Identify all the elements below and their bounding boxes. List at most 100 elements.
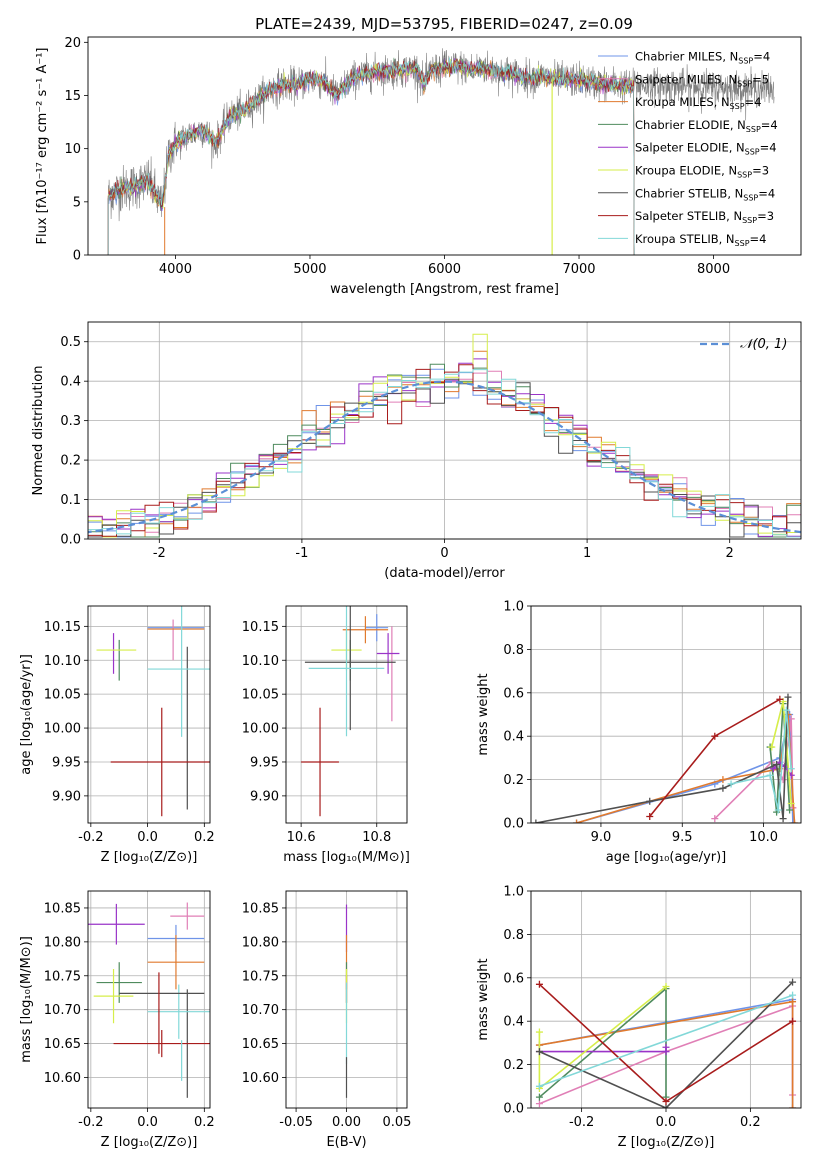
y-tick-label: 0.4 xyxy=(503,730,524,745)
y-axis-label: mass weight xyxy=(476,958,491,1040)
x-tick-label: 10.0 xyxy=(749,830,778,845)
axes-frame xyxy=(530,605,802,824)
plot-area xyxy=(107,48,775,255)
weight-marker xyxy=(789,819,797,823)
legend-label: Salpeter STELIB, NSSP=3 xyxy=(635,209,774,225)
errorbar-salpeter-elodie xyxy=(376,633,400,674)
y-tick-label: 1.0 xyxy=(503,885,524,900)
weight-marker xyxy=(768,743,776,751)
x-tick-label: 0.2 xyxy=(194,1115,215,1130)
frame-layer: -0.2 0.0 0.2 0.0 0.2 0.4 0.6 0.8 1.0 Z [log₁₀(Z/Z… xyxy=(476,885,802,1150)
legend-text: Chabrier STELIB, N xyxy=(635,186,743,200)
weight-marker xyxy=(662,1043,670,1051)
x-tick-label: 9.5 xyxy=(672,830,693,845)
weight-line xyxy=(576,714,794,823)
weight-marker xyxy=(786,806,794,814)
frame-layer: 9.0 9.5 10.0 0.0 0.2 0.4 0.6 0.8 1.0 age [log₁₀(a… xyxy=(476,600,802,865)
axes-frame xyxy=(87,890,211,1109)
errorbar-kroupa-miles xyxy=(147,935,205,990)
y-tick-label: 0.4 xyxy=(60,375,81,390)
y-tick-label: 10.65 xyxy=(44,1037,81,1052)
legend-value: =4 xyxy=(753,50,770,64)
legend-text: Salpeter STELIB, N xyxy=(635,209,742,223)
panel-age_vs_mass: 10.6 10.8 9.90 9.95 10.00 10.05 10.10 10.15 mass… xyxy=(242,605,410,865)
y-tick-label: 10 xyxy=(64,142,81,157)
y-tick-label: 10.80 xyxy=(242,935,279,950)
x-tick-label: 0.0 xyxy=(656,1115,677,1130)
y-tick-label: 9.90 xyxy=(52,789,81,804)
weight-marker xyxy=(532,819,540,823)
legend-value: =4 xyxy=(758,186,775,200)
y-tick-label: 10.60 xyxy=(242,1071,279,1086)
errorbar-chabrier-stelib xyxy=(304,606,396,731)
y-tick-label: 10.70 xyxy=(242,1003,279,1018)
y-tick-label: 10.85 xyxy=(44,901,81,916)
x-tick-label: 2 xyxy=(726,546,734,561)
y-tick-label: 0.0 xyxy=(60,533,81,548)
legend-value: =3 xyxy=(757,209,774,223)
legend-subscript: SSP xyxy=(730,102,745,111)
weight-marker xyxy=(646,797,654,805)
y-tick-label: 0.8 xyxy=(503,928,524,943)
y-axis-label: Normed distribution xyxy=(31,366,46,496)
weight-marker xyxy=(784,693,792,701)
y-tick-label: 0.6 xyxy=(503,971,524,986)
plot-area xyxy=(96,606,210,817)
weight-marker xyxy=(790,819,798,823)
x-tick-label: 10.8 xyxy=(362,830,391,845)
x-tick-label: 0.00 xyxy=(332,1115,361,1130)
weight-marker xyxy=(776,695,784,703)
x-axis-label: mass [log₁₀(M/M⊙)] xyxy=(283,850,410,865)
axes-frame xyxy=(285,890,408,1109)
x-axis-label: (data-model)/error xyxy=(384,566,505,581)
y-tick-label: 0.2 xyxy=(503,773,524,788)
y-tick-label: 20 xyxy=(64,36,81,51)
y-tick-label: 0 xyxy=(73,249,81,264)
legend-subscript: SSP xyxy=(735,239,750,248)
legend-text: Kroupa ELODIE, N xyxy=(635,164,737,178)
y-tick-label: 10.60 xyxy=(44,1071,81,1086)
y-tick-label: 9.90 xyxy=(250,789,279,804)
y-tick-label: 0.4 xyxy=(503,1015,524,1030)
x-axis-label: age [log₁₀(age/yr)] xyxy=(606,850,727,865)
weight-marker xyxy=(787,799,795,807)
frame-layer: 10.6 10.8 9.90 9.95 10.00 10.05 10.10 10.15 mass… xyxy=(242,605,410,865)
errorbar-kroupa-stelib xyxy=(308,606,385,737)
x-tick-label: 4000 xyxy=(159,262,192,277)
weight-marker xyxy=(535,1048,543,1056)
model-line-kroupa-stelib xyxy=(107,57,635,255)
weight-marker xyxy=(779,815,787,823)
panel-mass_vs_Z: -0.2 0.0 0.2 10.60 10.65 10.70 10.75 10.80 10.85… xyxy=(19,890,215,1150)
x-tick-label: 5000 xyxy=(293,262,326,277)
weight-marker xyxy=(787,765,795,773)
weight-marker xyxy=(727,780,735,788)
axes-frame xyxy=(530,890,802,1109)
panel-weight_vs_age: 9.0 9.5 10.0 0.0 0.2 0.4 0.6 0.8 1.0 age [log₁₀(a… xyxy=(476,600,802,865)
legend-value: =4 xyxy=(750,232,767,246)
figure-title: PLATE=2439, MJD=53795, FIBERID=0247, z=0… xyxy=(255,15,633,33)
legend-subscript: SSP xyxy=(742,216,757,225)
legend-text: Salpeter MILES, N xyxy=(635,72,737,86)
y-tick-label: 10.75 xyxy=(242,969,279,984)
axes-frame xyxy=(285,605,408,824)
x-axis-label: Z [log₁₀(Z/Z⊙)] xyxy=(101,1135,198,1150)
y-tick-label: 10.05 xyxy=(242,688,279,703)
x-tick-label: 1 xyxy=(583,546,591,561)
frame-layer: -0.2 0.0 0.2 9.90 9.95 10.00 10.05 10.10 10.15 Z … xyxy=(19,605,215,865)
legend-value: =4 xyxy=(745,95,762,109)
weight-marker xyxy=(789,1104,797,1108)
y-axis-label: mass weight xyxy=(476,673,491,755)
y-axis-label: age [log₁₀(age/yr)] xyxy=(19,654,34,775)
x-tick-label: -1 xyxy=(295,546,308,561)
x-tick-label: 8000 xyxy=(697,262,730,277)
y-tick-label: 1.0 xyxy=(503,600,524,615)
weight-marker xyxy=(662,1097,670,1105)
weight-marker xyxy=(573,819,581,823)
errorbar-salpeter-stelib xyxy=(301,707,339,817)
legend-text: Kroupa MILES, N xyxy=(635,95,730,109)
legend-subscript: SSP xyxy=(745,148,760,157)
weight-marker xyxy=(719,776,727,784)
y-tick-label: 0.1 xyxy=(60,493,81,508)
plot-area xyxy=(532,693,798,823)
